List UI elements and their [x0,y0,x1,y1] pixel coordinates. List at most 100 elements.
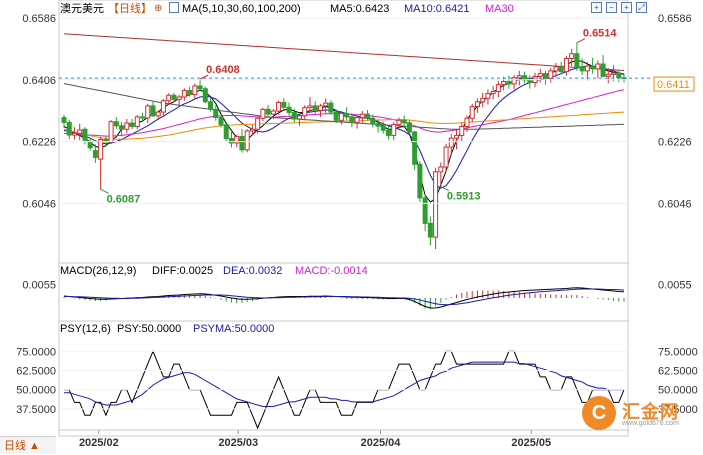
ma-line-ma200 [63,33,625,71]
macd-diff-value: DIFF:0.0025 [152,265,214,277]
candle-body [600,63,606,77]
candle-body [265,108,271,115]
candle-body [328,102,334,113]
candle-body [579,66,585,72]
zoom-out-icon[interactable]: − [606,2,617,13]
candle-body [537,73,543,77]
candle-body [171,94,177,100]
candle-body [359,113,365,119]
candle-body [584,65,590,72]
time-axis-label: 2025/03 [218,437,258,449]
psy-axis-label-right: 75.0000 [658,346,698,358]
candle-body [553,66,559,72]
candle-body [129,122,135,127]
annotation-low-label: 0.6087 [107,193,141,205]
annotation-leader [100,188,109,194]
candle-body [490,90,496,95]
annotation-leader [199,74,209,80]
period-selector[interactable]: 日线 ▲ [0,436,56,454]
annotation-high-label: 0.6514 [583,28,618,40]
candle-body [401,119,407,124]
candle-body [239,135,245,151]
candle-body [611,72,617,75]
psy-axis-label-right: 62.5000 [658,366,698,378]
annotation-leader [440,186,450,192]
logo-url: www.gold678.com [622,420,679,427]
ma-params: MA(5,10,30,60,100,200) [182,3,301,15]
time-axis-label: 2025/02 [79,437,119,449]
candle-body [469,106,475,119]
price-axis-label-left: 0.6406 [22,75,56,87]
candle-body [223,124,229,140]
current-price-label: 0.6411 [657,79,690,91]
annotation-low-label: 0.5913 [447,191,481,203]
brand-logo: C 汇金网 www.gold678.com [582,396,702,432]
candle-body [140,116,146,119]
candle-body [323,102,329,107]
psy-axis-label-right: 37.5000 [658,404,698,416]
macd-dea-value: DEA:0.0032 [223,265,283,277]
candle-body [218,117,224,126]
candle-body [516,75,522,79]
candle-body [260,108,266,119]
ma5-value: MA5:0.6423 [330,3,390,15]
psy-panel [64,349,625,430]
candle-body [234,135,240,144]
candle-body [527,79,533,84]
candle-body [202,88,208,103]
candle-body [307,105,313,109]
candle-body [124,122,130,130]
expand-icon[interactable]: ⤢ [636,2,647,13]
candle-body [563,58,569,73]
psy-axis-label-right: 50.0000 [658,385,698,397]
candle-body [380,125,386,131]
candle-body [160,100,166,113]
candle-body [208,101,214,110]
price-panel: 0.6408 0.6087 0.5913 0.6514 [59,28,652,250]
plot-border [58,0,629,437]
candle-body [438,166,444,173]
candle-body [459,125,465,136]
candle-body [365,113,371,119]
candle-body [155,111,161,117]
symbol-title: 澳元美元 [60,3,104,15]
add-circle-icon[interactable]: ⊕ [154,3,163,14]
candle-body [605,73,611,77]
candle-body [338,112,344,121]
candle-body [66,121,72,136]
crosshair-icon[interactable]: + [591,2,602,13]
period-tag[interactable]: 【日线】 [108,3,152,15]
candle-body [448,137,454,148]
candle-body [181,89,187,98]
annotation-high-label: 0.6408 [206,64,240,76]
candle-body [590,65,596,70]
candle-body [396,119,402,125]
psy-params: PSY(12,6) [60,323,111,335]
line-chart-icon[interactable] [169,2,179,13]
candle-body [349,116,355,123]
candle-body [302,107,308,117]
zoom-in-icon[interactable]: + [621,2,632,13]
ma-line-ma60 [63,111,625,140]
psy-line-psyma [64,361,624,407]
psy-axis-label-left: 75.0000 [16,346,56,358]
candle-body [433,171,439,238]
candle-body [412,131,418,165]
candle-body [595,63,601,70]
macd-axis-label-left: 0.0055 [22,279,56,291]
ma-line-ma30 [63,89,625,137]
candle-body [422,197,428,224]
psy-axis-label-left: 37.5000 [16,404,56,416]
macd-panel [63,287,625,309]
candle-body [249,128,255,132]
candle-body [344,112,350,118]
candle-body [495,84,501,92]
candle-body [82,128,88,141]
candle-body [255,117,261,130]
candle-body [417,163,423,199]
candle-body [485,93,491,99]
candle-body [244,130,250,151]
psy-axis-label-left: 50.0000 [16,385,56,397]
candle-body [385,129,391,136]
